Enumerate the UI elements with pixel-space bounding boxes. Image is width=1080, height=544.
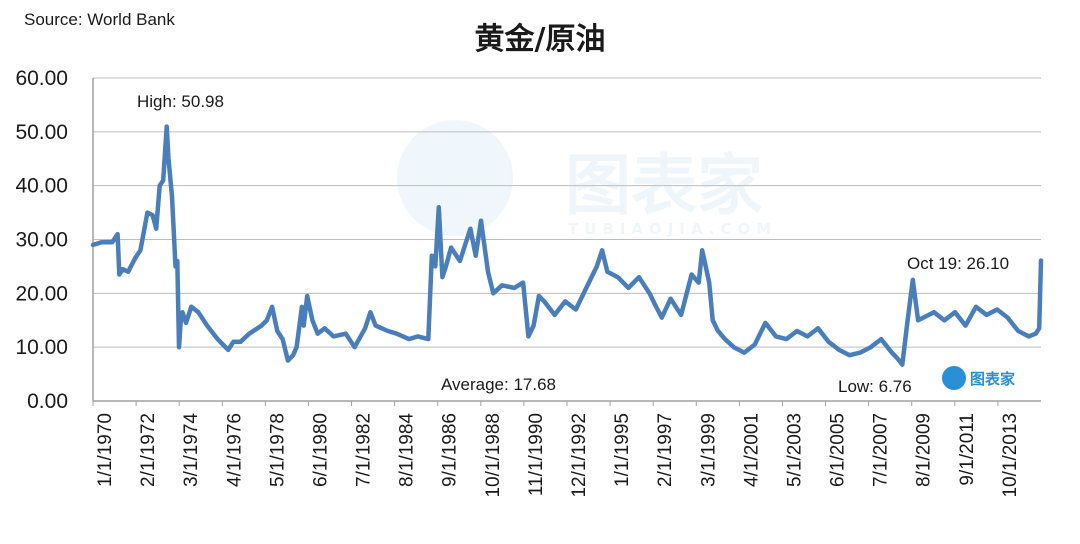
y-tick-label: 40.00 xyxy=(15,175,68,198)
x-tick-label: 4/1/2001 xyxy=(741,413,762,487)
y-tick-label: 10.00 xyxy=(15,336,68,359)
brand-logo: 图表家 xyxy=(942,366,1015,390)
x-tick-label: 12/1/1992 xyxy=(569,413,590,498)
x-tick-label: 1/1/1995 xyxy=(612,413,633,487)
series-line xyxy=(90,124,1044,367)
x-tick-label: 3/1/1974 xyxy=(181,413,202,487)
data-points xyxy=(92,126,1042,365)
x-tick-label: 9/1/1986 xyxy=(440,413,461,487)
y-tick-label: 0.00 xyxy=(27,390,68,413)
x-tick-label: 10/1/2013 xyxy=(1000,413,1021,498)
x-tick-label: 6/1/2005 xyxy=(828,413,849,487)
annotation-average: Average: 17.68 xyxy=(441,375,556,394)
x-tick-label: 3/1/1999 xyxy=(698,413,719,487)
x-tick-label: 7/1/2007 xyxy=(871,413,892,487)
annotation-high: High: 50.98 xyxy=(137,92,224,111)
y-tick-label: 60.00 xyxy=(15,67,68,90)
chart-title: 黄金/原油 xyxy=(474,22,606,57)
x-tick-label: 2/1/1997 xyxy=(655,413,676,487)
x-tick-label: 1/1/1970 xyxy=(95,413,116,487)
y-tick-label: 30.00 xyxy=(15,229,68,252)
watermark-head-icon xyxy=(397,120,513,236)
x-tick-label: 5/1/1978 xyxy=(267,413,288,487)
x-axis: 1/1/1970 2/1/1972 3/1/1974 4/1/1976 5/1/1978… xyxy=(95,413,1021,498)
grid xyxy=(92,77,1041,406)
x-tick-label: 5/1/2003 xyxy=(784,413,805,487)
y-axis: 0.00 10.00 20.00 30.00 40.00 50.00 60.00 xyxy=(15,67,68,413)
annotation-low: Low: 6.76 xyxy=(838,377,912,396)
x-tick-label: 4/1/1976 xyxy=(224,413,245,487)
logo-text: 图表家 xyxy=(970,369,1016,388)
y-tick-label: 50.00 xyxy=(15,121,68,144)
x-tick-label: 7/1/1982 xyxy=(354,413,375,487)
x-tick-label: 11/1/1990 xyxy=(526,413,547,496)
annotation-latest: Oct 19: 26.10 xyxy=(907,254,1009,273)
source-note: Source: World Bank xyxy=(24,10,175,29)
x-tick-label: 10/1/1988 xyxy=(483,413,504,498)
watermark: 图表家 TUBIAOJIA.COM xyxy=(397,120,777,238)
x-tick-label: 6/1/1980 xyxy=(310,413,331,487)
x-tick-label: 8/1/1984 xyxy=(397,413,418,487)
watermark-url: TUBIAOJIA.COM xyxy=(568,220,777,238)
y-tick-label: 20.00 xyxy=(15,282,68,305)
x-tick-label: 2/1/1972 xyxy=(138,413,159,487)
x-tick-label: 8/1/2009 xyxy=(914,413,935,487)
logo-head-icon xyxy=(942,366,966,390)
x-tick-label: 9/1/2011 xyxy=(957,413,978,486)
